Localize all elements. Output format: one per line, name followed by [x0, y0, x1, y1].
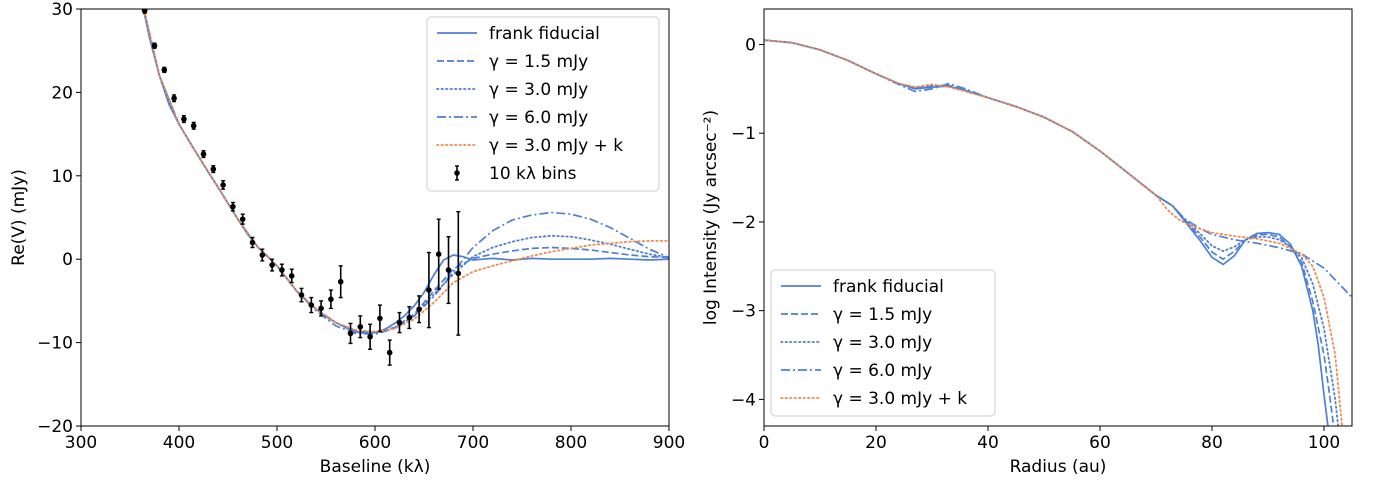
data-point — [386, 349, 393, 356]
legend-label: frank fiducial — [833, 277, 944, 297]
data-point — [230, 203, 236, 210]
data-point — [445, 267, 452, 273]
chart2-series-line-5 — [764, 39, 1343, 426]
y-tick-label: −10 — [37, 334, 73, 354]
data-point — [181, 116, 187, 122]
x-tick-label: 100 — [1308, 433, 1340, 453]
intensity-chart: 0 20 40 60 80 100 −4 −3 −2 −1 0 Radius (au) log Inte… — [701, 8, 1353, 477]
y-tick-label: −2 — [731, 213, 756, 233]
chart2-plot-frame — [763, 8, 1353, 427]
legend-label: γ = 3.0 mJy — [489, 80, 588, 100]
x-tick-label: 60 — [1089, 433, 1111, 453]
x-tick-label: 500 — [261, 433, 293, 453]
data-point — [190, 122, 197, 129]
chart1-series-line-4 — [142, 9, 669, 336]
data-point — [396, 319, 403, 326]
y-tick-label: −3 — [731, 302, 756, 322]
data-point — [455, 270, 462, 277]
x-tick-label: 300 — [65, 433, 97, 453]
data-point — [337, 278, 344, 285]
data-point — [151, 42, 158, 49]
legend-label: γ = 1.5 mJy — [489, 52, 588, 72]
chart2-x-axis-title: Radius (au) — [1010, 457, 1107, 477]
legend-label: γ = 3.0 mJy + k — [489, 136, 623, 156]
data-point — [239, 216, 246, 222]
data-point — [141, 9, 148, 14]
x-tick-label: 0 — [759, 433, 770, 453]
legend-label: γ = 3.0 mJy + k — [833, 389, 967, 409]
x-tick-label: 400 — [163, 433, 195, 453]
x-tick-label: 80 — [1201, 433, 1223, 453]
data-point — [377, 315, 383, 322]
x-tick-label: 600 — [359, 433, 391, 453]
y-tick-label: 0 — [745, 35, 756, 55]
data-point — [288, 273, 295, 279]
legend-label: γ = 1.5 mJy — [833, 305, 932, 325]
re-v-chart: 300 400 500 600 700 800 900 −20 −10 0 10 20 30 Baseli… — [9, 0, 685, 477]
data-point — [279, 267, 285, 273]
data-point — [269, 262, 275, 268]
chart1-legend: frank fiducial γ = 1.5 mJy γ = 3.0 mJy γ = … — [426, 16, 660, 192]
chart1-series-line-5 — [142, 9, 669, 333]
y-tick-label: 10 — [51, 167, 73, 187]
data-point — [435, 251, 442, 257]
data-point — [367, 333, 373, 340]
y-tick-label: 0 — [62, 250, 73, 270]
data-point — [259, 252, 266, 258]
data-point — [328, 296, 334, 303]
data-point — [161, 67, 168, 73]
data-point — [347, 330, 354, 337]
x-tick-label: 800 — [555, 433, 587, 453]
chart1-x-axis-title: Baseline (kλ) — [320, 457, 431, 477]
y-tick-label: 20 — [51, 83, 73, 103]
y-tick-label: 30 — [51, 0, 73, 20]
x-tick-label: 40 — [977, 433, 999, 453]
data-point — [308, 302, 315, 308]
data-point — [416, 306, 422, 313]
legend-label: 10 kλ bins — [489, 164, 577, 184]
y-tick-label: −1 — [731, 124, 756, 144]
data-point — [406, 314, 413, 321]
data-point — [357, 323, 364, 330]
y-tick-label: −20 — [37, 417, 73, 437]
chart2-series-line-4 — [764, 39, 1352, 298]
data-point — [171, 95, 177, 102]
data-point — [249, 239, 256, 246]
legend-label: γ = 6.0 mJy — [833, 361, 932, 381]
x-tick-label: 20 — [865, 433, 887, 453]
chart1-y-axis-title: Re(V) (mJy) — [9, 169, 29, 266]
legend-label: γ = 6.0 mJy — [489, 108, 588, 128]
data-point — [426, 287, 432, 293]
x-tick-label: 900 — [653, 433, 685, 453]
chart2-legend: frank fiducial γ = 1.5 mJy γ = 3.0 mJy γ = … — [770, 269, 996, 417]
x-tick-label: 700 — [457, 433, 489, 453]
legend-label: γ = 3.0 mJy — [833, 333, 932, 353]
y-tick-label: −4 — [731, 390, 756, 410]
chart2-y-axis-title: log Intensity (Jy arcsec⁻²) — [701, 110, 721, 325]
data-point — [220, 182, 226, 188]
data-point — [200, 151, 207, 157]
data-point — [318, 305, 324, 312]
legend-label: frank fiducial — [489, 24, 600, 44]
data-point — [298, 292, 305, 298]
data-point — [210, 166, 217, 172]
